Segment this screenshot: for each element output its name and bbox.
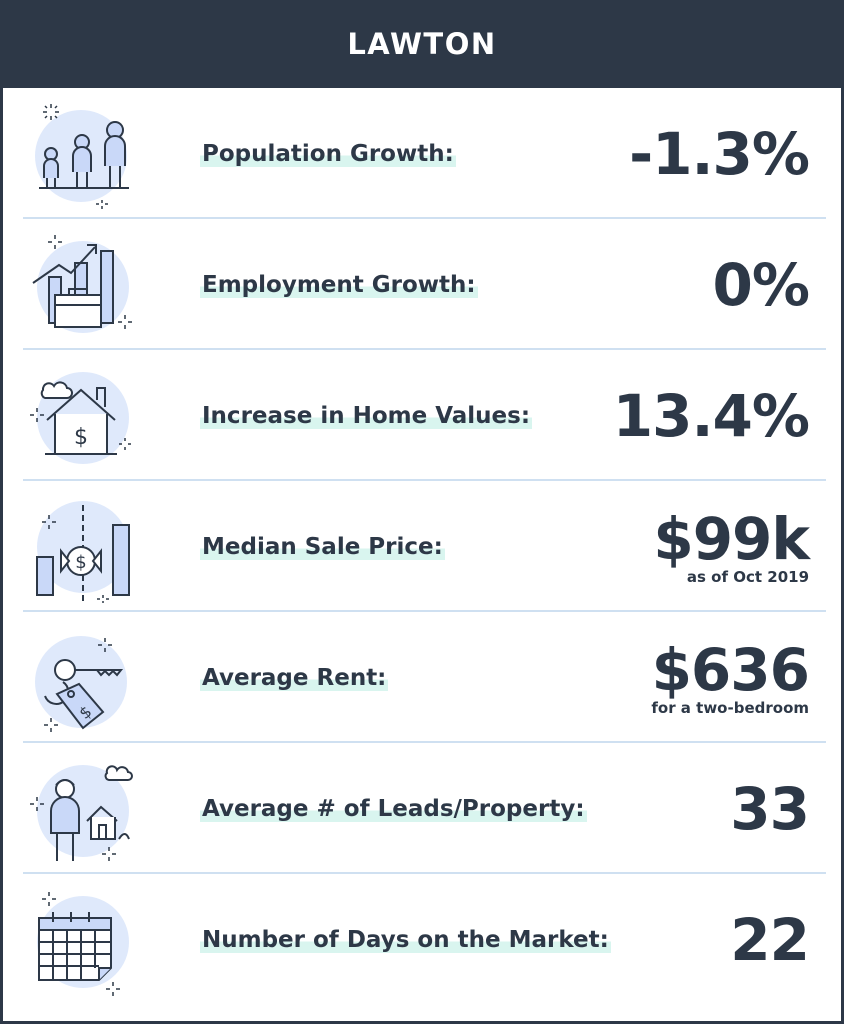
stat-value-block: $636 for a two-bedroom <box>651 635 810 717</box>
stat-value: -1.3% <box>629 119 810 188</box>
header-bar: LAWTON <box>0 0 844 88</box>
stat-note: as of Oct 2019 <box>686 567 809 586</box>
stat-value-block: $99k as of Oct 2019 <box>653 504 810 586</box>
price-bars-icon: $ <box>36 501 130 603</box>
row-divider <box>23 610 826 612</box>
stat-label: Median Sale Price: <box>200 533 445 560</box>
stat-row-population-growth: Population Growth: -1.3% <box>3 88 841 219</box>
key-tag-icon: $ <box>35 636 127 732</box>
row-divider <box>23 217 826 219</box>
stat-value-block: -1.3% <box>629 119 810 188</box>
row-divider <box>23 872 826 874</box>
stat-label: Population Growth: <box>200 140 456 167</box>
stat-value: $636 <box>651 635 810 704</box>
briefcase-growth-icon <box>32 235 132 333</box>
stat-value: $99k <box>653 504 810 573</box>
stat-row-median-sale-price: $ Median Sale Price: $99k as of Oct 2019 <box>3 481 841 612</box>
page-title: LAWTON <box>347 27 497 61</box>
stat-value-block: 0% <box>712 250 810 319</box>
stat-value: 0% <box>712 250 810 319</box>
stat-row-employment-growth: Employment Growth: 0% <box>3 219 841 350</box>
stat-value: 33 <box>730 774 810 843</box>
stat-label: Increase in Home Values: <box>200 402 533 429</box>
house-dollar-icon: $ <box>30 372 131 464</box>
svg-text:$: $ <box>74 425 88 450</box>
stat-label: Average Rent: <box>200 664 389 691</box>
stat-row-average-rent: $ Average Rent: $636 for a two-bedroom <box>3 612 841 743</box>
stat-value: 13.4% <box>612 381 810 450</box>
stat-label: Average # of Leads/Property: <box>200 795 587 822</box>
stat-value-block: 22 <box>730 905 810 974</box>
row-divider <box>23 348 826 350</box>
stat-label: Employment Growth: <box>200 271 478 298</box>
stat-label: Number of Days on the Market: <box>200 926 611 953</box>
stat-row-days-on-market: Number of Days on the Market: 22 <box>3 874 841 1005</box>
calendar-icon <box>37 892 129 996</box>
row-divider <box>23 479 826 481</box>
person-house-icon <box>30 765 133 861</box>
stat-value-block: 13.4% <box>612 381 810 450</box>
stat-value-block: 33 <box>730 774 810 843</box>
stat-note: for a two-bedroom <box>651 698 809 717</box>
svg-text:$: $ <box>75 552 86 573</box>
row-divider <box>23 741 826 743</box>
family-icon <box>35 104 129 209</box>
stat-row-leads-per-property: Average # of Leads/Property: 33 <box>3 743 841 874</box>
stat-row-home-values: $ Increase in Home Values: 13.4% <box>3 350 841 481</box>
stat-value: 22 <box>730 905 810 974</box>
